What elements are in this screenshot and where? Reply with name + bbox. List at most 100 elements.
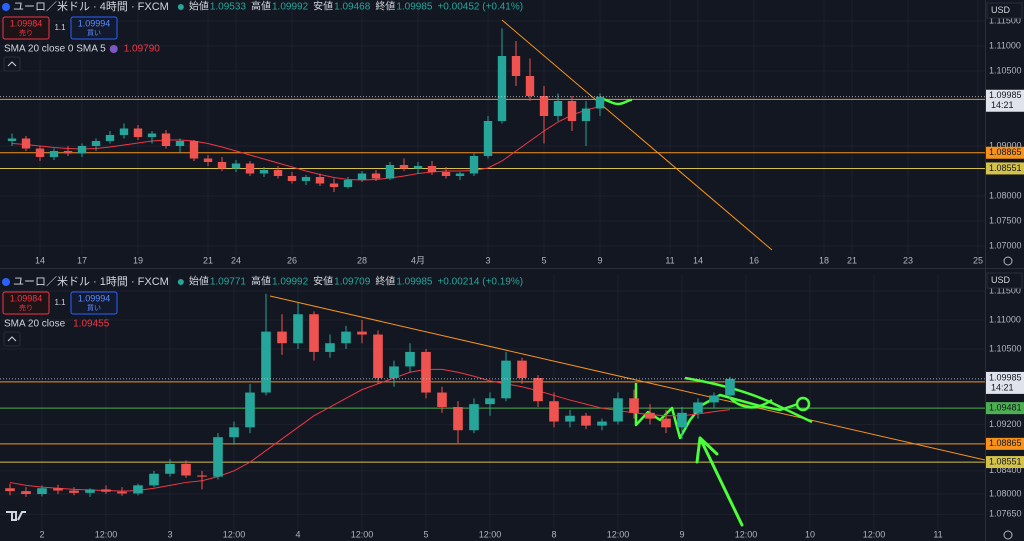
price-tag (986, 162, 1024, 175)
status-dot (177, 4, 184, 10)
x-tick-label: 11 (933, 529, 942, 539)
candle-body (133, 485, 143, 494)
candle-body (595, 96, 605, 109)
candle-body (645, 412, 655, 419)
candle-body (581, 108, 591, 121)
stat-value: 1.09985 (396, 277, 433, 288)
candle-body (371, 173, 381, 179)
current-price-label: 1.09985 (989, 372, 1022, 382)
currency-button[interactable] (986, 272, 1023, 289)
y-tick-label: 1.11500 (989, 15, 1021, 25)
sell-button[interactable] (2, 16, 50, 40)
x-tick-label: 2 (39, 529, 44, 539)
buy-price[interactable]: 1.09994 (78, 18, 111, 28)
y-tick-label: 1.08400 (989, 465, 1022, 475)
sell-price[interactable]: 1.09984 (10, 18, 43, 28)
buy-button[interactable] (70, 291, 118, 315)
candle-body (455, 173, 465, 176)
chart-panel: 1.11500 1.11000 1.10500 1.09200 1.08400 1.080… (0, 272, 1024, 540)
x-tick-label: 3 (167, 529, 172, 539)
stat-value: 1.09992 (272, 277, 309, 288)
logo (6, 511, 26, 521)
buy-label[interactable]: 買い (87, 29, 101, 37)
sell-button[interactable] (2, 291, 50, 315)
collapse-icon[interactable] (7, 336, 17, 342)
collapse-icon[interactable] (7, 61, 17, 67)
sell-price[interactable]: 1.09984 (10, 293, 43, 303)
candle-body (203, 158, 213, 162)
candle-body (629, 398, 639, 413)
collapse-button[interactable] (3, 331, 21, 347)
candle-body (119, 128, 129, 135)
candle-body (325, 343, 335, 352)
indicator-value: 1.09455 (73, 319, 110, 330)
candle-body (213, 437, 223, 477)
candle-body (485, 398, 495, 405)
candle-body (517, 360, 527, 379)
currency-label[interactable]: USD (991, 275, 1011, 285)
candle-body (261, 331, 271, 393)
x-tick-label: 16 (749, 255, 759, 265)
candle-body (329, 183, 339, 187)
x-tick-label: 25 (973, 255, 983, 265)
candle-body (399, 165, 409, 169)
buy-button[interactable] (70, 16, 118, 40)
hand-drawing (684, 376, 813, 424)
candle-body (581, 415, 591, 426)
candle-body (149, 473, 159, 486)
stat-label: 高値 (251, 0, 271, 13)
y-tick-label: 1.11000 (989, 314, 1021, 324)
collapse-button[interactable] (3, 56, 21, 72)
candle-body (343, 180, 353, 187)
candle-body (245, 163, 255, 174)
buy-label[interactable]: 買い (87, 304, 101, 312)
candle-body (709, 395, 719, 403)
chart-panel: 1.11500 1.11000 1.10500 1.09000 1.08000 1.075… (0, 0, 1024, 266)
candle-body (533, 378, 543, 402)
candle-body (441, 172, 451, 176)
x-tick-label: 28 (357, 255, 367, 265)
candle-body (63, 151, 73, 154)
y-tick-label: 1.09000 (989, 140, 1022, 150)
price-tag-label: 1.08865 (989, 438, 1022, 448)
candle-body (497, 56, 507, 121)
candle-body (35, 148, 45, 157)
x-tick-label: 12:00 (863, 529, 886, 539)
current-price-tag (986, 89, 1024, 112)
candle-body (231, 163, 241, 169)
symbol-title[interactable]: ユーロ／米ドル · 1時間 · FXCM (13, 275, 169, 288)
currency-button[interactable] (986, 2, 1023, 19)
candle-body (567, 101, 577, 121)
candle-body (53, 488, 63, 491)
trendline (269, 295, 986, 461)
candle-body (421, 351, 431, 393)
currency-label[interactable]: USD (991, 5, 1011, 15)
x-tick-label: 17 (77, 255, 87, 265)
candle-body (413, 166, 423, 169)
symbol-title[interactable]: ユーロ／米ドル · 4時間 · FXCM (13, 0, 169, 13)
candle-body (549, 401, 559, 422)
candle-body (469, 404, 479, 431)
x-tick-label: 4月 (411, 255, 425, 265)
candle-body (49, 151, 59, 157)
x-tick-label: 3 (485, 255, 490, 265)
candle-body (69, 490, 79, 493)
countdown-label: 14:21 (991, 382, 1014, 392)
stat-value: 1.09533 (210, 2, 247, 13)
y-tick-label: 1.10500 (989, 65, 1022, 75)
buy-price[interactable]: 1.09994 (78, 293, 111, 303)
sell-label[interactable]: 売り (19, 303, 33, 312)
settings-icon[interactable] (1003, 530, 1013, 540)
settings-icon[interactable] (1003, 256, 1013, 266)
sell-label[interactable]: 売り (19, 28, 33, 37)
y-tick-label: 1.11500 (989, 285, 1021, 295)
x-tick-label: 12:00 (95, 529, 118, 539)
indicator-label: SMA 20 close (4, 319, 66, 330)
candle-body (229, 427, 239, 438)
x-tick-label: 21 (203, 255, 213, 265)
current-price-label: 1.09985 (989, 90, 1022, 100)
candle-body (161, 133, 171, 146)
indicator-label: SMA 20 close 0 SMA 5 (4, 44, 106, 55)
stat-value: 1.09771 (210, 277, 247, 288)
